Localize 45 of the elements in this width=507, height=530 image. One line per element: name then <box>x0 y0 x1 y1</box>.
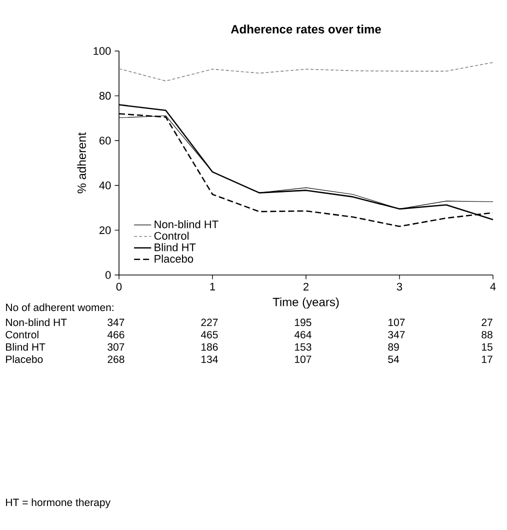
y-tick-label: 100 <box>94 47 111 55</box>
text: 347 <box>388 330 405 338</box>
text: 186 <box>202 343 218 351</box>
y-axis-title: % adherent <box>77 132 86 194</box>
text: 89 <box>388 343 399 351</box>
text: 134 <box>202 356 218 364</box>
y-tick-label: 20 <box>100 226 111 234</box>
x-tick-label: 3 <box>396 282 402 291</box>
text: 347 <box>108 318 124 326</box>
legend-label: Blind HT <box>154 243 196 252</box>
y-tick-label: 0 <box>106 271 111 279</box>
text: Control <box>6 330 38 338</box>
y-tick-label: 40 <box>99 182 111 190</box>
text: 195 <box>295 318 312 326</box>
text: 466 <box>107 330 124 338</box>
text: 268 <box>108 356 124 364</box>
text: HT = hormone therapy <box>6 498 110 508</box>
x-tick-label: 2 <box>303 282 309 290</box>
text: 17 <box>482 356 492 363</box>
x-axis-title: Time (years) <box>272 297 339 309</box>
legend-label: Control <box>154 232 189 240</box>
x-tick-label: 4 <box>490 282 496 290</box>
y-tick-label: 80 <box>99 92 111 100</box>
text: 464 <box>294 330 312 338</box>
text: 27 <box>482 318 492 326</box>
text: Blind HT <box>6 343 46 351</box>
text: 107 <box>388 318 405 326</box>
text: 465 <box>200 330 218 338</box>
x-tick-label: 1 <box>210 282 216 290</box>
text: 107 <box>295 356 312 364</box>
legend-label: Non-blind HT <box>154 220 218 228</box>
y-tick-label: 60 <box>100 136 111 144</box>
chart-title: Adherence rates over time <box>230 24 381 34</box>
text: 15 <box>482 343 492 351</box>
text: 307 <box>108 343 124 351</box>
text: 153 <box>295 343 312 351</box>
text: Placebo <box>6 355 43 364</box>
text: 54 <box>388 356 400 364</box>
line-series <box>118 62 494 82</box>
text: 88 <box>482 330 492 338</box>
text: 227 <box>201 318 218 326</box>
legend-label: Placebo <box>154 254 194 263</box>
text: No of adherent women: <box>6 303 114 312</box>
text: Non-blind HT <box>6 318 67 326</box>
x-tick-label: 0 <box>116 282 122 291</box>
